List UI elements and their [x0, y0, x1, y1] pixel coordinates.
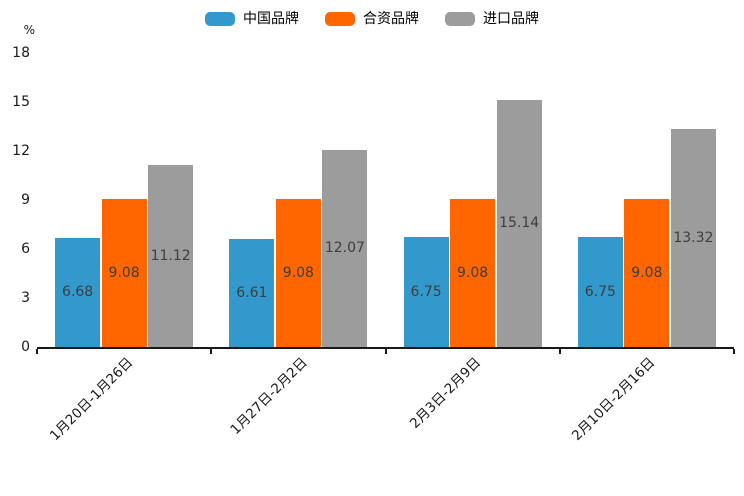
bar-0	[577, 236, 623, 347]
y-axis-unit-label: %	[23, 23, 35, 37]
bar-value-label: 9.08	[457, 264, 489, 281]
x-axis-tick	[733, 349, 735, 354]
x-axis-line	[37, 347, 734, 349]
bar-value-label: 9.08	[108, 264, 140, 281]
x-axis-tick	[384, 349, 387, 354]
bar-value-label: 13.32	[673, 230, 714, 247]
x-axis-tick	[558, 349, 561, 354]
bar-value-label: 12.07	[324, 240, 365, 257]
bar-2	[670, 129, 716, 347]
legend: 中国品牌 合资品牌 进口品牌	[0, 9, 744, 29]
legend-item: 中国品牌	[205, 12, 299, 26]
bar-1	[275, 198, 321, 347]
legend-swatch	[445, 12, 475, 26]
bar-value-label: 6.61	[236, 285, 268, 302]
y-tick-label: 6	[21, 241, 30, 257]
x-axis-tick	[36, 349, 38, 354]
bar-1	[450, 198, 496, 347]
bar-value-label: 6.75	[584, 283, 616, 300]
y-tick-label: 15	[12, 94, 30, 110]
y-tick-label: 3	[21, 290, 30, 306]
y-tick-label: 12	[12, 143, 30, 159]
x-category-label: 1月20日-1月26日	[46, 354, 137, 444]
x-category-label: 1月27日-2月2日	[226, 354, 311, 438]
legend-item: 进口品牌	[445, 12, 539, 26]
bar-0	[403, 236, 449, 347]
bar-value-label: 11.12	[150, 248, 191, 265]
legend-item-label: 进口品牌	[483, 11, 539, 27]
bar-2	[148, 165, 194, 347]
bar-2	[496, 99, 542, 347]
bar-value-label: 9.08	[631, 264, 663, 281]
x-category-label: 2月10日-2月16日	[569, 354, 659, 444]
y-tick-label: 9	[21, 192, 30, 208]
x-axis-tick	[210, 349, 213, 354]
bar-1	[101, 198, 147, 347]
legend-swatch	[325, 12, 355, 26]
bar-value-label: 9.08	[282, 264, 314, 281]
legend-item-label: 合资品牌	[363, 11, 419, 27]
bar-value-label: 6.75	[410, 283, 442, 300]
bar-2	[322, 149, 368, 347]
bar-1	[624, 198, 670, 347]
legend-item: 合资品牌	[325, 12, 419, 26]
y-tick-label: 0	[21, 339, 30, 355]
bar-value-label: 15.14	[499, 215, 540, 232]
x-category-label: 2月3日-2月9日	[407, 354, 485, 432]
bar-0	[229, 239, 275, 347]
legend-swatch	[205, 12, 235, 26]
legend-item-label: 中国品牌	[243, 11, 299, 27]
y-tick-label: 18	[12, 45, 30, 61]
bar-value-label: 6.68	[62, 284, 94, 301]
bar-0	[55, 237, 101, 347]
